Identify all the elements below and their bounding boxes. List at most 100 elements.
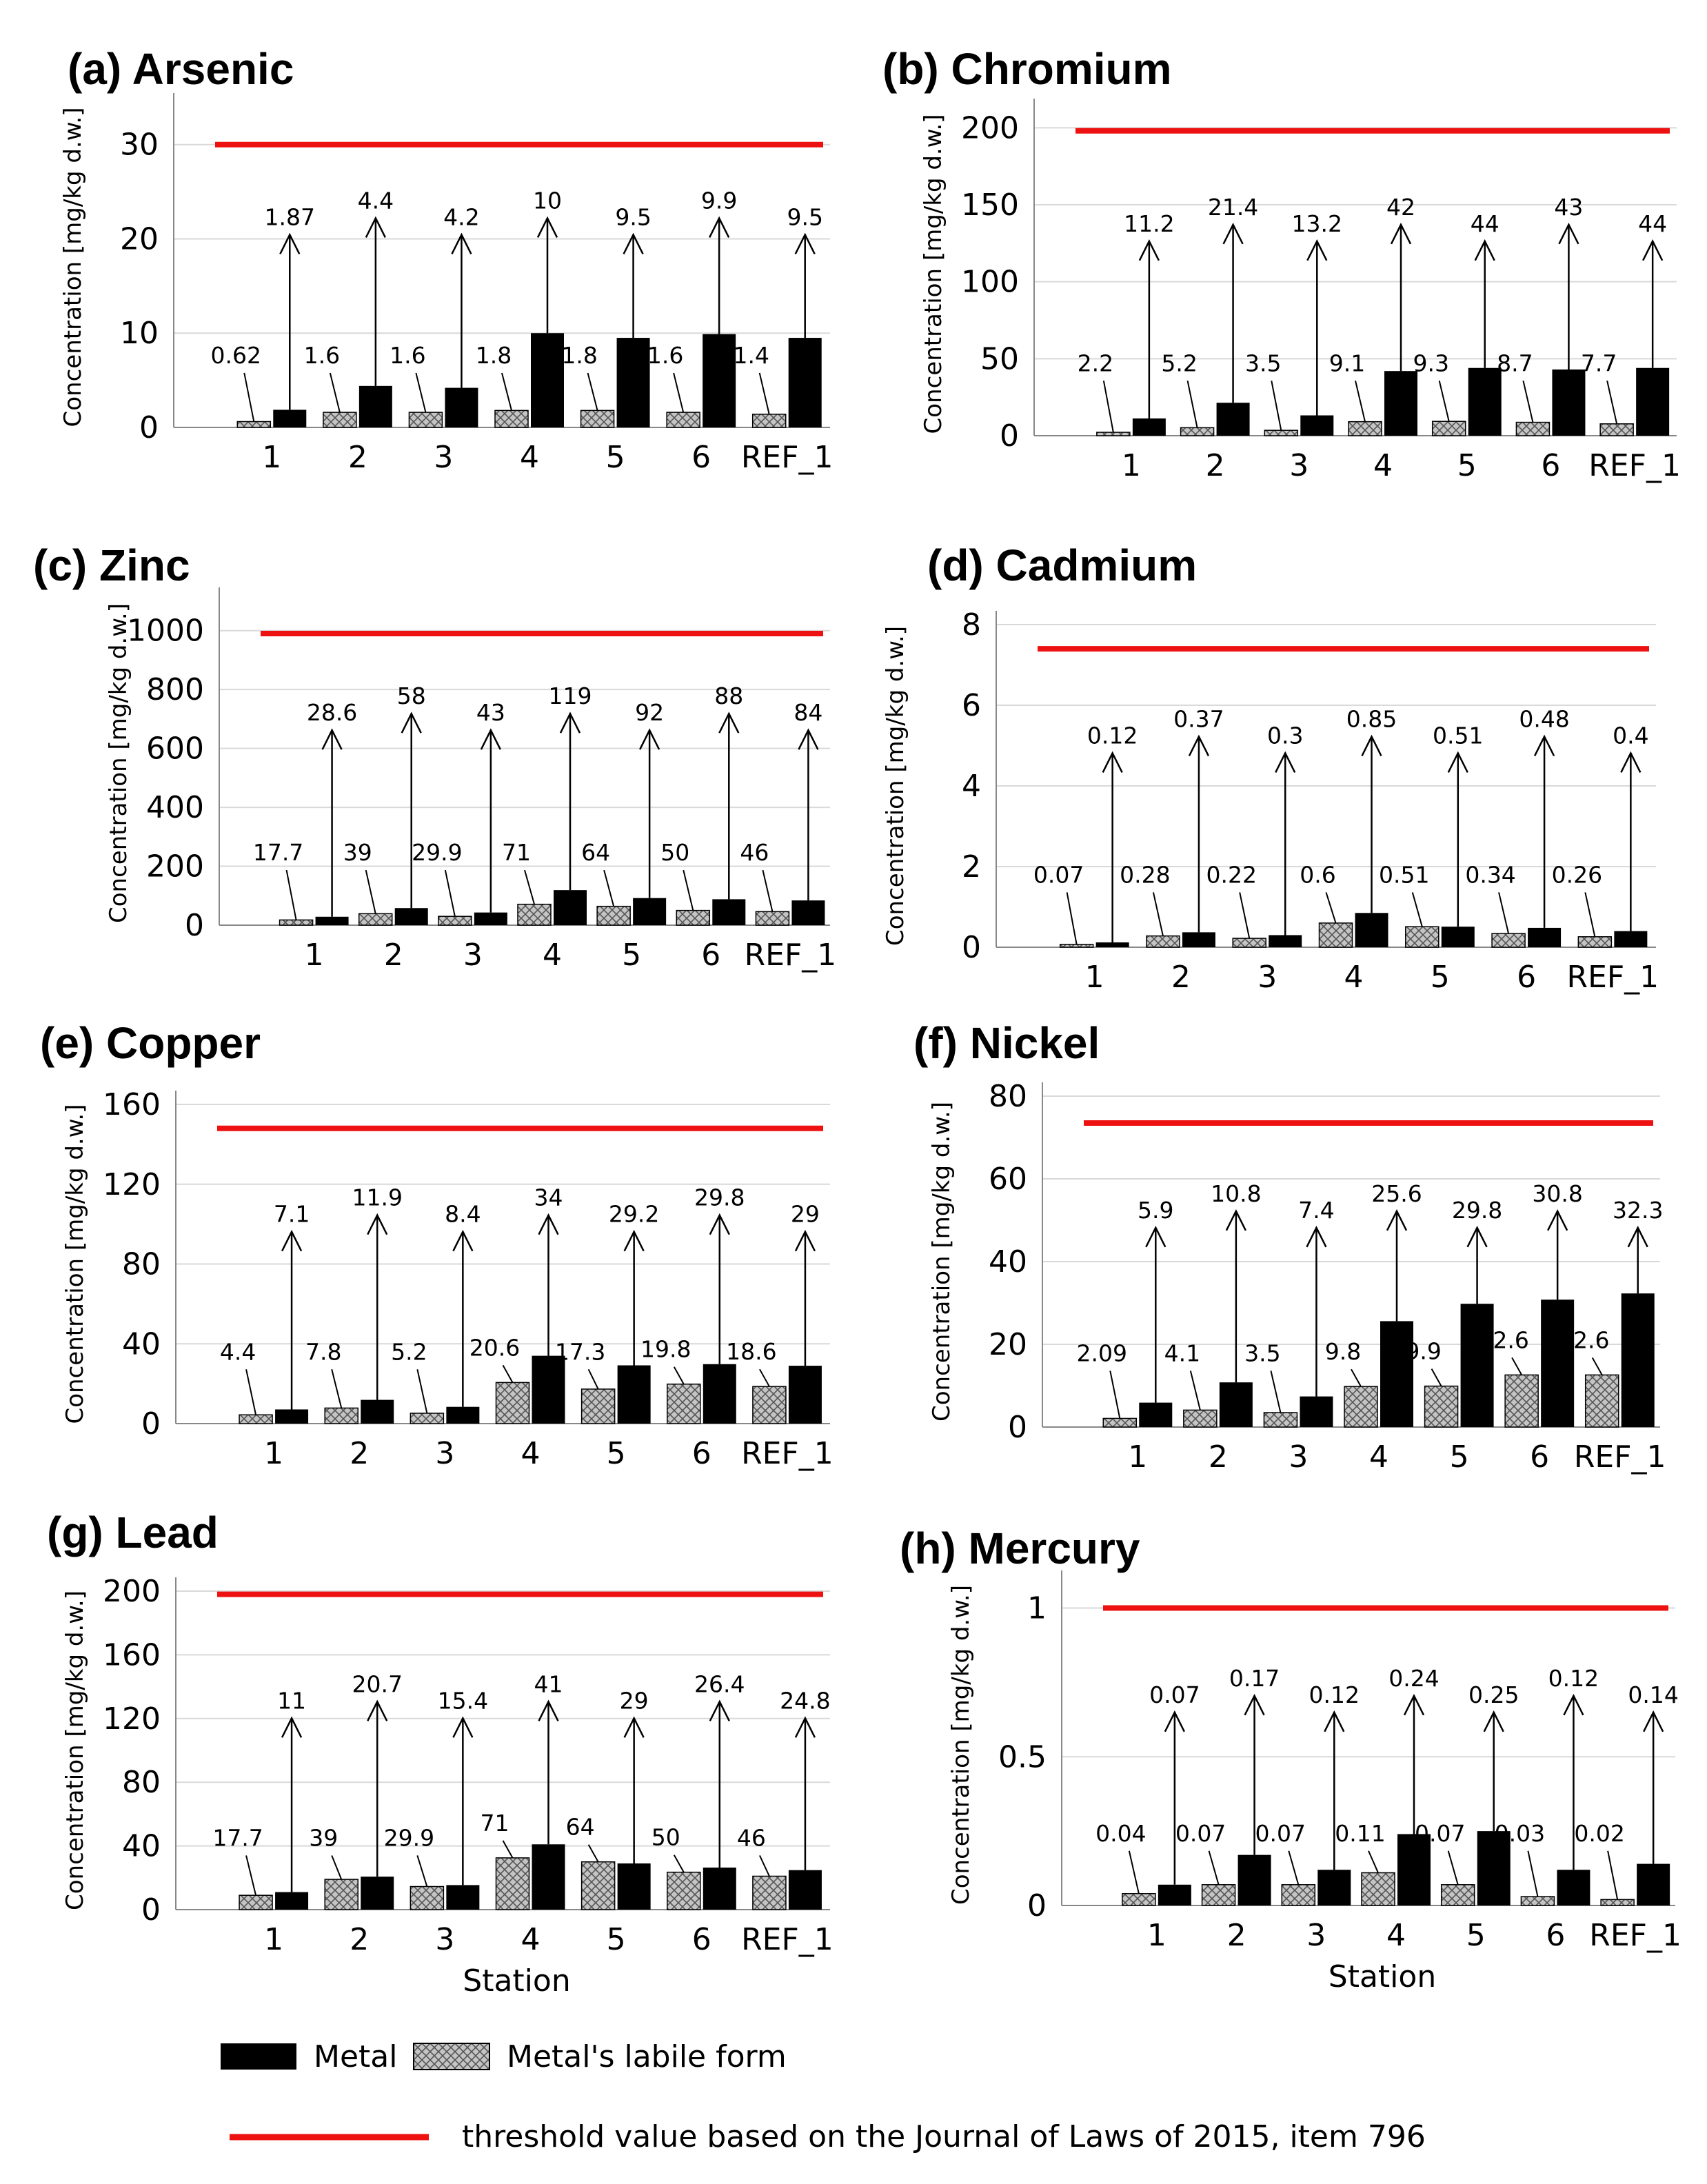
- bar-labile: [1440, 1884, 1475, 1906]
- callout-line-labile: [524, 869, 535, 904]
- callout-arrowhead: [1306, 239, 1328, 261]
- x-tick-label: 2: [1227, 1918, 1246, 1953]
- bar-metal: [788, 1870, 822, 1910]
- data-label-labile: 9.8: [1325, 1338, 1361, 1365]
- x-tick-label: 3: [435, 1436, 454, 1471]
- x-tick-label: 4: [1373, 448, 1393, 483]
- bar-labile: [410, 1413, 445, 1424]
- data-label-metal: 4.4: [358, 187, 394, 214]
- callout-line-labile: [587, 1844, 599, 1863]
- callout-line-labile: [1271, 381, 1282, 431]
- data-label-labile: 29.9: [412, 839, 462, 866]
- x-tick-label: 2: [1171, 960, 1191, 995]
- y-axis-label: Concentration [mg/kg d.w.]: [920, 114, 947, 434]
- callout-line-labile: [1607, 1850, 1619, 1900]
- callout-arrowhead: [367, 1699, 388, 1721]
- legend-swatch-metal: [221, 2043, 296, 2070]
- bar-labile: [1504, 1374, 1539, 1428]
- callout-line-labile: [1431, 1368, 1442, 1387]
- x-tick-label: 2: [350, 1922, 369, 1957]
- data-label-labile: 50: [652, 1824, 680, 1851]
- callout-line-labile: [1325, 892, 1337, 924]
- x-tick-label: 6: [1546, 1918, 1565, 1953]
- y-tick-label: 160: [103, 1087, 161, 1122]
- data-label-metal: 15.4: [438, 1687, 488, 1714]
- callout-arrowhead: [794, 1229, 816, 1252]
- y-tick-label: 0: [139, 410, 159, 445]
- data-label-metal: 29.8: [694, 1184, 745, 1211]
- callout-arrowhead: [536, 216, 558, 238]
- bar-metal: [532, 1355, 565, 1424]
- callout-arrowhead: [1145, 1226, 1166, 1248]
- x-tick-label: 1: [264, 1436, 283, 1471]
- callout-arrowhead: [321, 728, 343, 750]
- data-label-labile: 4.1: [1164, 1339, 1200, 1366]
- y-tick-label: 40: [989, 1244, 1027, 1280]
- x-tick-label: 5: [622, 938, 641, 973]
- data-label-labile: 0.03: [1495, 1820, 1545, 1847]
- bar-labile: [1405, 926, 1440, 948]
- x-tick-label: 3: [1306, 1918, 1326, 1953]
- bar-labile: [580, 410, 615, 428]
- bar-metal: [703, 334, 736, 427]
- data-label-labile: 39: [309, 1824, 338, 1851]
- bar-metal: [273, 410, 307, 427]
- callout-line-labile: [1102, 381, 1114, 433]
- x-tick-label: REF_1: [1567, 960, 1659, 995]
- y-tick-label: 50: [980, 341, 1019, 376]
- callout-line-labile: [331, 1855, 343, 1880]
- x-tick-label: 4: [1386, 1918, 1406, 1953]
- bar-labile: [239, 1414, 273, 1424]
- data-label-labile: 3.5: [1245, 350, 1281, 376]
- data-label-labile: 1.8: [561, 342, 597, 369]
- callout-line-labile: [331, 1369, 343, 1408]
- data-label-metal: 41: [534, 1670, 563, 1697]
- bar-metal: [1380, 1321, 1413, 1427]
- data-label-metal: 0.17: [1229, 1665, 1280, 1692]
- data-label-metal: 10: [533, 187, 562, 214]
- chart-panel-d: (d) Cadmium 0 2 4 6 8 Concentration [mg/kg d.w…: [882, 540, 1659, 995]
- callout-arrowhead: [1403, 1693, 1425, 1716]
- y-axis-label: Concentration [mg/kg d.w.]: [105, 603, 132, 923]
- data-label-labile: 0.22: [1206, 861, 1256, 888]
- callout-line-labile: [416, 1369, 428, 1414]
- bar-labile: [676, 909, 711, 926]
- data-label-metal: 42: [1386, 194, 1415, 221]
- bar-labile: [1361, 1872, 1395, 1906]
- y-tick-label: 200: [961, 110, 1019, 145]
- bar-labile: [1318, 922, 1353, 948]
- x-tick-label: REF_1: [741, 1922, 834, 1957]
- callout-arrowhead: [1447, 751, 1468, 774]
- data-label-metal: 44: [1471, 210, 1499, 237]
- data-label-labile: 1.6: [647, 342, 683, 369]
- x-tick-label: 2: [350, 1436, 369, 1471]
- x-tick-label: 6: [1541, 448, 1560, 483]
- bar-labile: [1281, 1884, 1316, 1906]
- x-tick-label: 5: [1457, 448, 1477, 483]
- data-label-labile: 0.62: [211, 342, 261, 369]
- y-tick-label: 600: [146, 731, 204, 767]
- data-label-metal: 32.3: [1613, 1197, 1663, 1224]
- callout-arrowhead: [1474, 239, 1495, 261]
- data-label-metal: 34: [534, 1184, 563, 1211]
- data-label-metal: 20.7: [352, 1670, 402, 1697]
- callout-arrowhead: [1642, 239, 1664, 261]
- bar-labile: [666, 412, 700, 428]
- x-tick-label: 6: [1517, 960, 1536, 995]
- bar-labile: [1201, 1884, 1236, 1906]
- panel-title-d: (d) Cadmium: [927, 540, 1197, 590]
- x-tick-label: 5: [1466, 1918, 1486, 1953]
- callout-arrowhead: [1164, 1710, 1185, 1732]
- bar-metal: [1158, 1884, 1191, 1905]
- callout-arrowhead: [1188, 734, 1210, 757]
- bar-labile: [324, 1407, 358, 1424]
- data-label-labile: 19.8: [640, 1336, 691, 1363]
- bar-labile: [1515, 421, 1551, 436]
- data-label-labile: 1.4: [733, 342, 769, 369]
- bar-labile: [1491, 933, 1526, 948]
- chart-panel-a: (a) Arsenic 0 10 20 30 Concentration [mg/kg d…: [59, 44, 834, 475]
- callout-arrowhead: [718, 711, 740, 734]
- data-label-metal: 119: [549, 682, 592, 709]
- y-axis-label: Concentration [mg/kg d.w.]: [928, 1102, 956, 1422]
